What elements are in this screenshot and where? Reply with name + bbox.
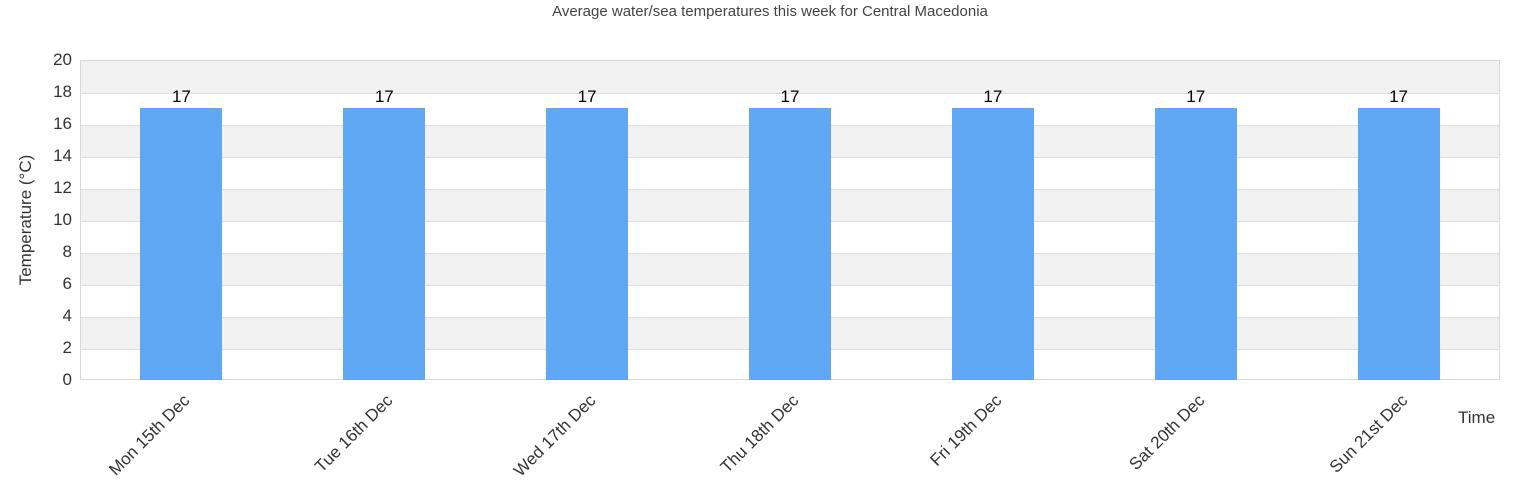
y-tick-label: 2 — [62, 338, 72, 357]
x-tick-label: Sun 21st Dec — [1325, 390, 1411, 477]
bar[interactable] — [1357, 108, 1440, 380]
y-tick-label: 0 — [62, 370, 72, 389]
x-tick-label: Mon 15th Dec — [105, 390, 194, 480]
bar-value-label: 17 — [374, 87, 394, 106]
gridline — [81, 93, 1499, 94]
bar-value-label: 17 — [1389, 87, 1409, 106]
bar[interactable] — [343, 108, 426, 380]
bar[interactable] — [1154, 108, 1237, 380]
x-axis-label: Time — [1458, 408, 1496, 427]
bar-value-label: 17 — [171, 87, 191, 106]
y-tick-label: 12 — [53, 178, 72, 197]
y-tick-label: 10 — [53, 210, 72, 229]
bar-value-label: 17 — [780, 87, 800, 106]
y-tick-label: 20 — [53, 50, 72, 69]
y-tick-label: 18 — [53, 82, 72, 101]
y-tick-label: 6 — [62, 274, 72, 293]
grid-band — [81, 61, 1499, 93]
bar[interactable] — [951, 108, 1034, 380]
y-tick-label: 14 — [53, 146, 72, 165]
bar[interactable] — [546, 108, 629, 380]
x-tick-label: Wed 17th Dec — [510, 390, 600, 481]
bar[interactable] — [140, 108, 223, 380]
x-tick-label: Sat 20th Dec — [1125, 390, 1209, 474]
bar-value-label: 17 — [1186, 87, 1206, 106]
chart-title: Average water/sea temperatures this week… — [552, 3, 988, 20]
y-axis-label: Temperature (°C) — [16, 154, 35, 286]
y-tick-label: 4 — [62, 306, 72, 325]
bar[interactable] — [749, 108, 831, 380]
bar-value-label: 17 — [983, 87, 1003, 106]
x-tick-label: Tue 16th Dec — [311, 390, 397, 477]
y-tick-label: 8 — [62, 242, 72, 261]
y-tick-label: 16 — [53, 114, 72, 133]
bar-value-label: 17 — [577, 87, 597, 106]
x-tick-label: Fri 19th Dec — [926, 390, 1006, 470]
x-tick-label: Thu 18th Dec — [716, 390, 803, 477]
